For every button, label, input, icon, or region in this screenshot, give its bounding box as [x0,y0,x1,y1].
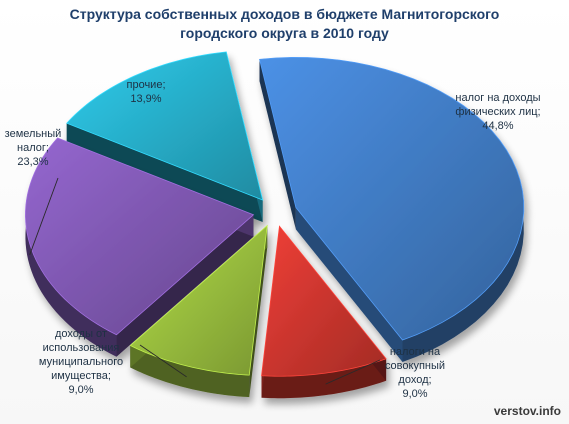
slice-label-text: налоги на [389,346,441,358]
slice-label-text: доход; [398,374,432,386]
slice-label-other: прочие; 13,9% [118,78,174,106]
chart-title: Структура собственных доходов в бюджете … [0,5,569,43]
pie-slice-top [66,51,264,201]
slice-label-text: налог; [17,142,49,154]
pie-slice-top [25,137,255,336]
leader-line [29,177,59,255]
pie-slice-side [25,138,117,357]
chart-title-line-2: городского округа в 2010 году [180,25,389,41]
pie-slice [66,51,264,222]
slice-label-text: доходы от [55,328,107,340]
pie-slice [129,224,268,398]
pie-slice [259,57,525,362]
slice-label-text: имущества; [51,370,111,382]
leader-line [325,359,381,385]
chart-title-line-1: Структура собственных доходов в бюджете … [69,6,500,22]
pie-slice-wall [259,59,296,230]
pie-slice-wall [66,123,263,222]
slice-value-label: 44,8% [482,120,514,132]
slice-label-text: прочие; [126,79,166,91]
slice-label-text: использования [42,342,120,354]
pie-slice [261,225,387,399]
slice-label-text: совокупный [384,360,446,372]
slice-value-label: 23,3% [17,156,49,168]
slice-label-aggregate-income-tax: налоги на совокупный доход; 9,0% [365,345,465,401]
pie-slice-wall [295,207,403,362]
slice-label-text: налог на доходы [455,92,541,104]
pie-slice [25,137,255,357]
slice-value-label: 9,0% [68,384,94,396]
slice-value-label: 13,9% [130,93,162,105]
pie-slice-top [129,224,268,376]
slice-label-text: муниципального [38,356,124,368]
pie-slice-side [261,358,387,399]
slice-label-income-tax: налог на доходы физических лиц; 44,8% [438,91,558,133]
slice-label-text: физических лиц; [455,106,541,118]
pie-slice-wall [116,214,254,357]
slice-label-land-tax: земельный налог; 23,3% [2,127,64,169]
pie-slice-top [259,57,525,341]
leader-line [139,344,187,378]
slice-label-text: земельный [4,128,62,140]
pie-slice-top [261,225,387,377]
watermark: verstov.info [493,404,561,418]
slice-label-municipal-property: доходы от использования муниципального и… [22,327,140,397]
slice-value-label: 9,0% [402,388,428,400]
pie-slice-wall [249,225,268,398]
